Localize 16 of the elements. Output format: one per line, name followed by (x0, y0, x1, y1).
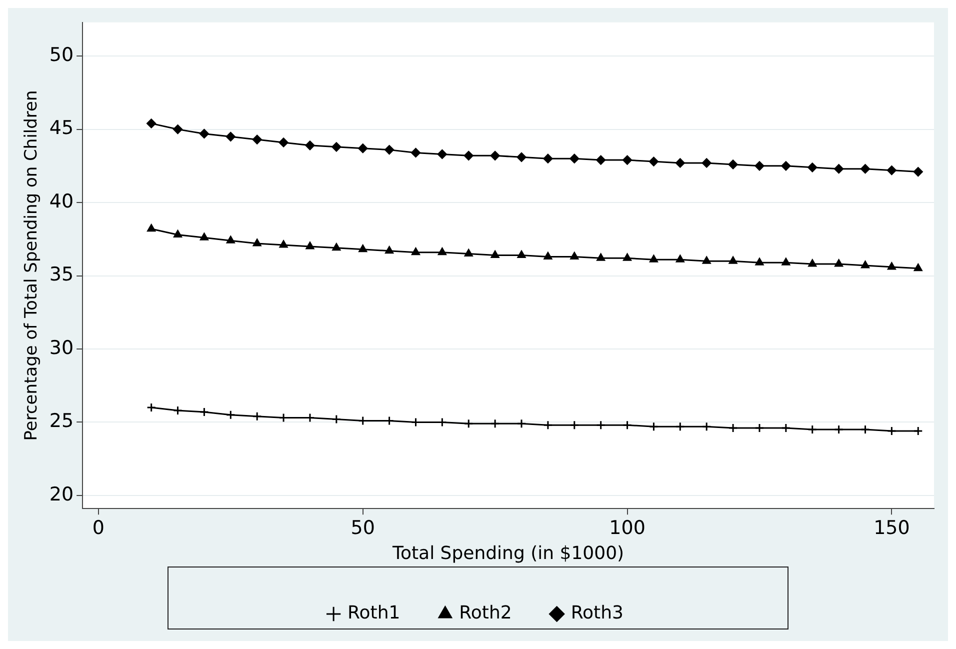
x-axis-title: Total Spending (in $1000) (392, 542, 624, 564)
x-tick-label: 150 (874, 516, 910, 539)
y-tick-label: 45 (49, 117, 74, 140)
y-tick-label: 20 (49, 483, 74, 506)
y-tick-label: 35 (49, 264, 74, 286)
x-tick-label: 50 (350, 516, 375, 539)
y-tick-label: 30 (49, 336, 74, 359)
y-axis-title: Percentage of Total Spending on Children (22, 90, 42, 441)
y-tick-label: 50 (49, 44, 74, 66)
y-tick-label: 40 (49, 190, 74, 212)
y-tick-label: 25 (49, 410, 74, 432)
legend-label: Roth1 (348, 602, 400, 624)
legend-label: Roth3 (570, 602, 624, 624)
x-tick-label: 100 (609, 516, 646, 539)
x-tick-label: 0 (92, 516, 104, 539)
legend-label: Roth2 (459, 602, 512, 624)
